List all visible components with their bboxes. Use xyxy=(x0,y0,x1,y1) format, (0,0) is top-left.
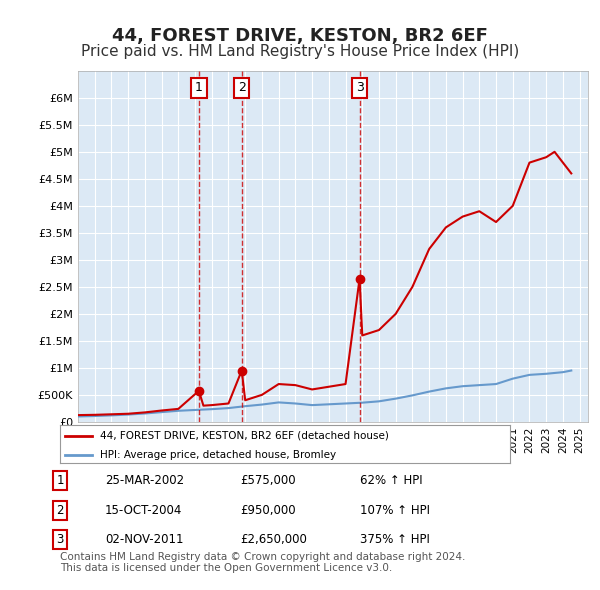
Text: 2: 2 xyxy=(56,504,64,517)
Text: 02-NOV-2011: 02-NOV-2011 xyxy=(105,533,184,546)
Text: Contains HM Land Registry data © Crown copyright and database right 2024.
This d: Contains HM Land Registry data © Crown c… xyxy=(60,552,466,573)
Text: £575,000: £575,000 xyxy=(240,474,296,487)
Text: 3: 3 xyxy=(356,81,364,94)
Text: 1: 1 xyxy=(56,474,64,487)
Text: 62% ↑ HPI: 62% ↑ HPI xyxy=(360,474,422,487)
Text: 3: 3 xyxy=(56,533,64,546)
Text: 107% ↑ HPI: 107% ↑ HPI xyxy=(360,504,430,517)
Text: 44, FOREST DRIVE, KESTON, BR2 6EF (detached house): 44, FOREST DRIVE, KESTON, BR2 6EF (detac… xyxy=(101,431,389,441)
Text: £950,000: £950,000 xyxy=(240,504,296,517)
Text: 44, FOREST DRIVE, KESTON, BR2 6EF: 44, FOREST DRIVE, KESTON, BR2 6EF xyxy=(112,27,488,45)
Text: 2: 2 xyxy=(238,81,245,94)
Text: 375% ↑ HPI: 375% ↑ HPI xyxy=(360,533,430,546)
Text: £2,650,000: £2,650,000 xyxy=(240,533,307,546)
Text: 25-MAR-2002: 25-MAR-2002 xyxy=(105,474,184,487)
Text: HPI: Average price, detached house, Bromley: HPI: Average price, detached house, Brom… xyxy=(101,450,337,460)
Text: 1: 1 xyxy=(195,81,203,94)
Text: 15-OCT-2004: 15-OCT-2004 xyxy=(105,504,182,517)
Text: Price paid vs. HM Land Registry's House Price Index (HPI): Price paid vs. HM Land Registry's House … xyxy=(81,44,519,59)
